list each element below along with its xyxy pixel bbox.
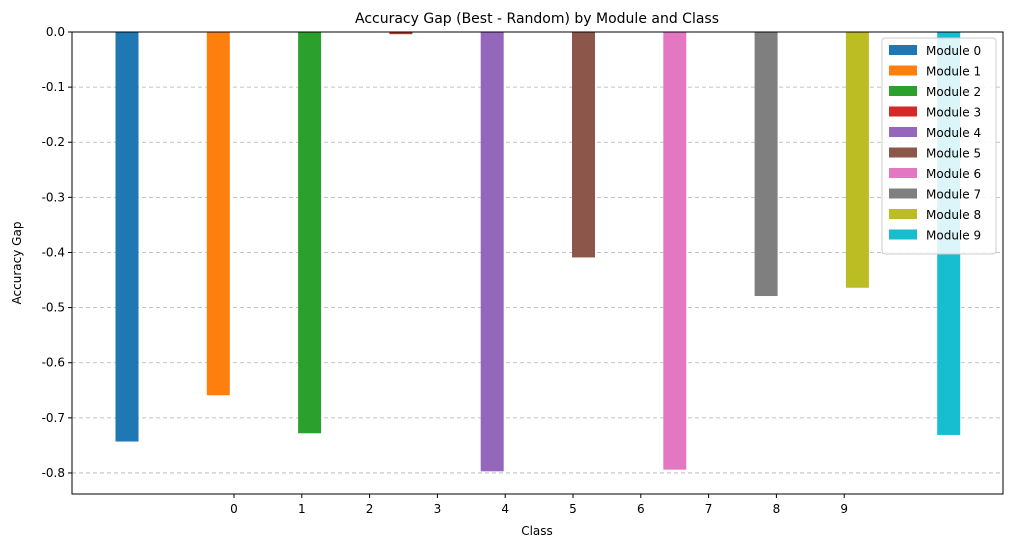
x-tick-label: 8 [773,502,781,516]
x-tick-label: 7 [705,502,713,516]
x-tick-label: 1 [298,502,306,516]
x-tick-label: 5 [569,502,577,516]
legend-entry: Module 1 [926,65,981,79]
legend-swatch [889,188,917,199]
x-axis-label: Class [521,524,553,538]
y-tick-label: -0.7 [42,411,65,425]
legend-swatch [889,168,917,178]
legend-entry: Module 0 [926,44,981,58]
legend-entry: Module 4 [926,126,981,140]
bar-module-0 [115,32,139,442]
y-tick-label: -0.4 [42,245,65,259]
legend-entry: Module 7 [926,188,981,202]
legend-entry: Module 3 [926,106,981,120]
bar-module-5 [572,32,595,258]
bar-module-7 [754,32,778,297]
x-tick-label: 2 [366,502,374,516]
bar-module-2 [298,32,322,434]
y-tick-label: -0.1 [42,80,65,94]
y-tick-label: -0.2 [42,135,65,149]
y-tick-label: -0.3 [42,190,65,204]
plot-frame [71,31,1004,495]
x-tick-label: 0 [230,502,238,516]
legend-swatch [889,209,917,219]
legend-swatch [889,86,917,96]
legend-swatch [889,229,917,240]
bar-module-1 [206,32,230,396]
legend-entry: Module 6 [926,167,981,181]
legend-entry: Module 8 [926,208,981,222]
bars [115,32,961,472]
legend-entry: Module 9 [926,229,981,243]
legend-entry: Module 5 [926,147,981,161]
x-tick-label: 4 [501,502,509,516]
legend-swatch [889,127,917,137]
x-tick-label: 6 [637,502,645,516]
legend-swatch [889,147,917,158]
chart-title: Accuracy Gap (Best - Random) by Module a… [355,11,719,27]
legend-swatch [889,65,917,76]
bar-module-4 [480,32,504,472]
y-tick-label: -0.5 [42,301,65,315]
bar-module-6 [663,32,687,470]
legend: Module 0 Module 1 Module 2 Module 3 Module 4… [881,37,997,255]
y-axis-ticks: 0.0 -0.1 -0.2 -0.3 -0.4 -0.5 -0.6 -0.7 -0.8 [42,25,72,480]
bar-module-8 [845,32,869,288]
bar-module-3 [389,32,413,35]
x-axis-ticks: 0 1 2 3 4 5 6 7 8 9 [230,494,848,516]
x-tick-label: 9 [840,502,848,516]
legend-entry: Module 2 [926,85,981,99]
y-tick-label: -0.6 [42,356,65,370]
y-axis-label: Accuracy Gap [10,222,24,305]
legend-swatch [889,106,917,117]
y-tick-label: -0.8 [42,466,65,480]
x-tick-label: 3 [434,502,442,516]
y-tick-label: 0.0 [46,25,65,39]
legend-swatch [889,45,917,55]
